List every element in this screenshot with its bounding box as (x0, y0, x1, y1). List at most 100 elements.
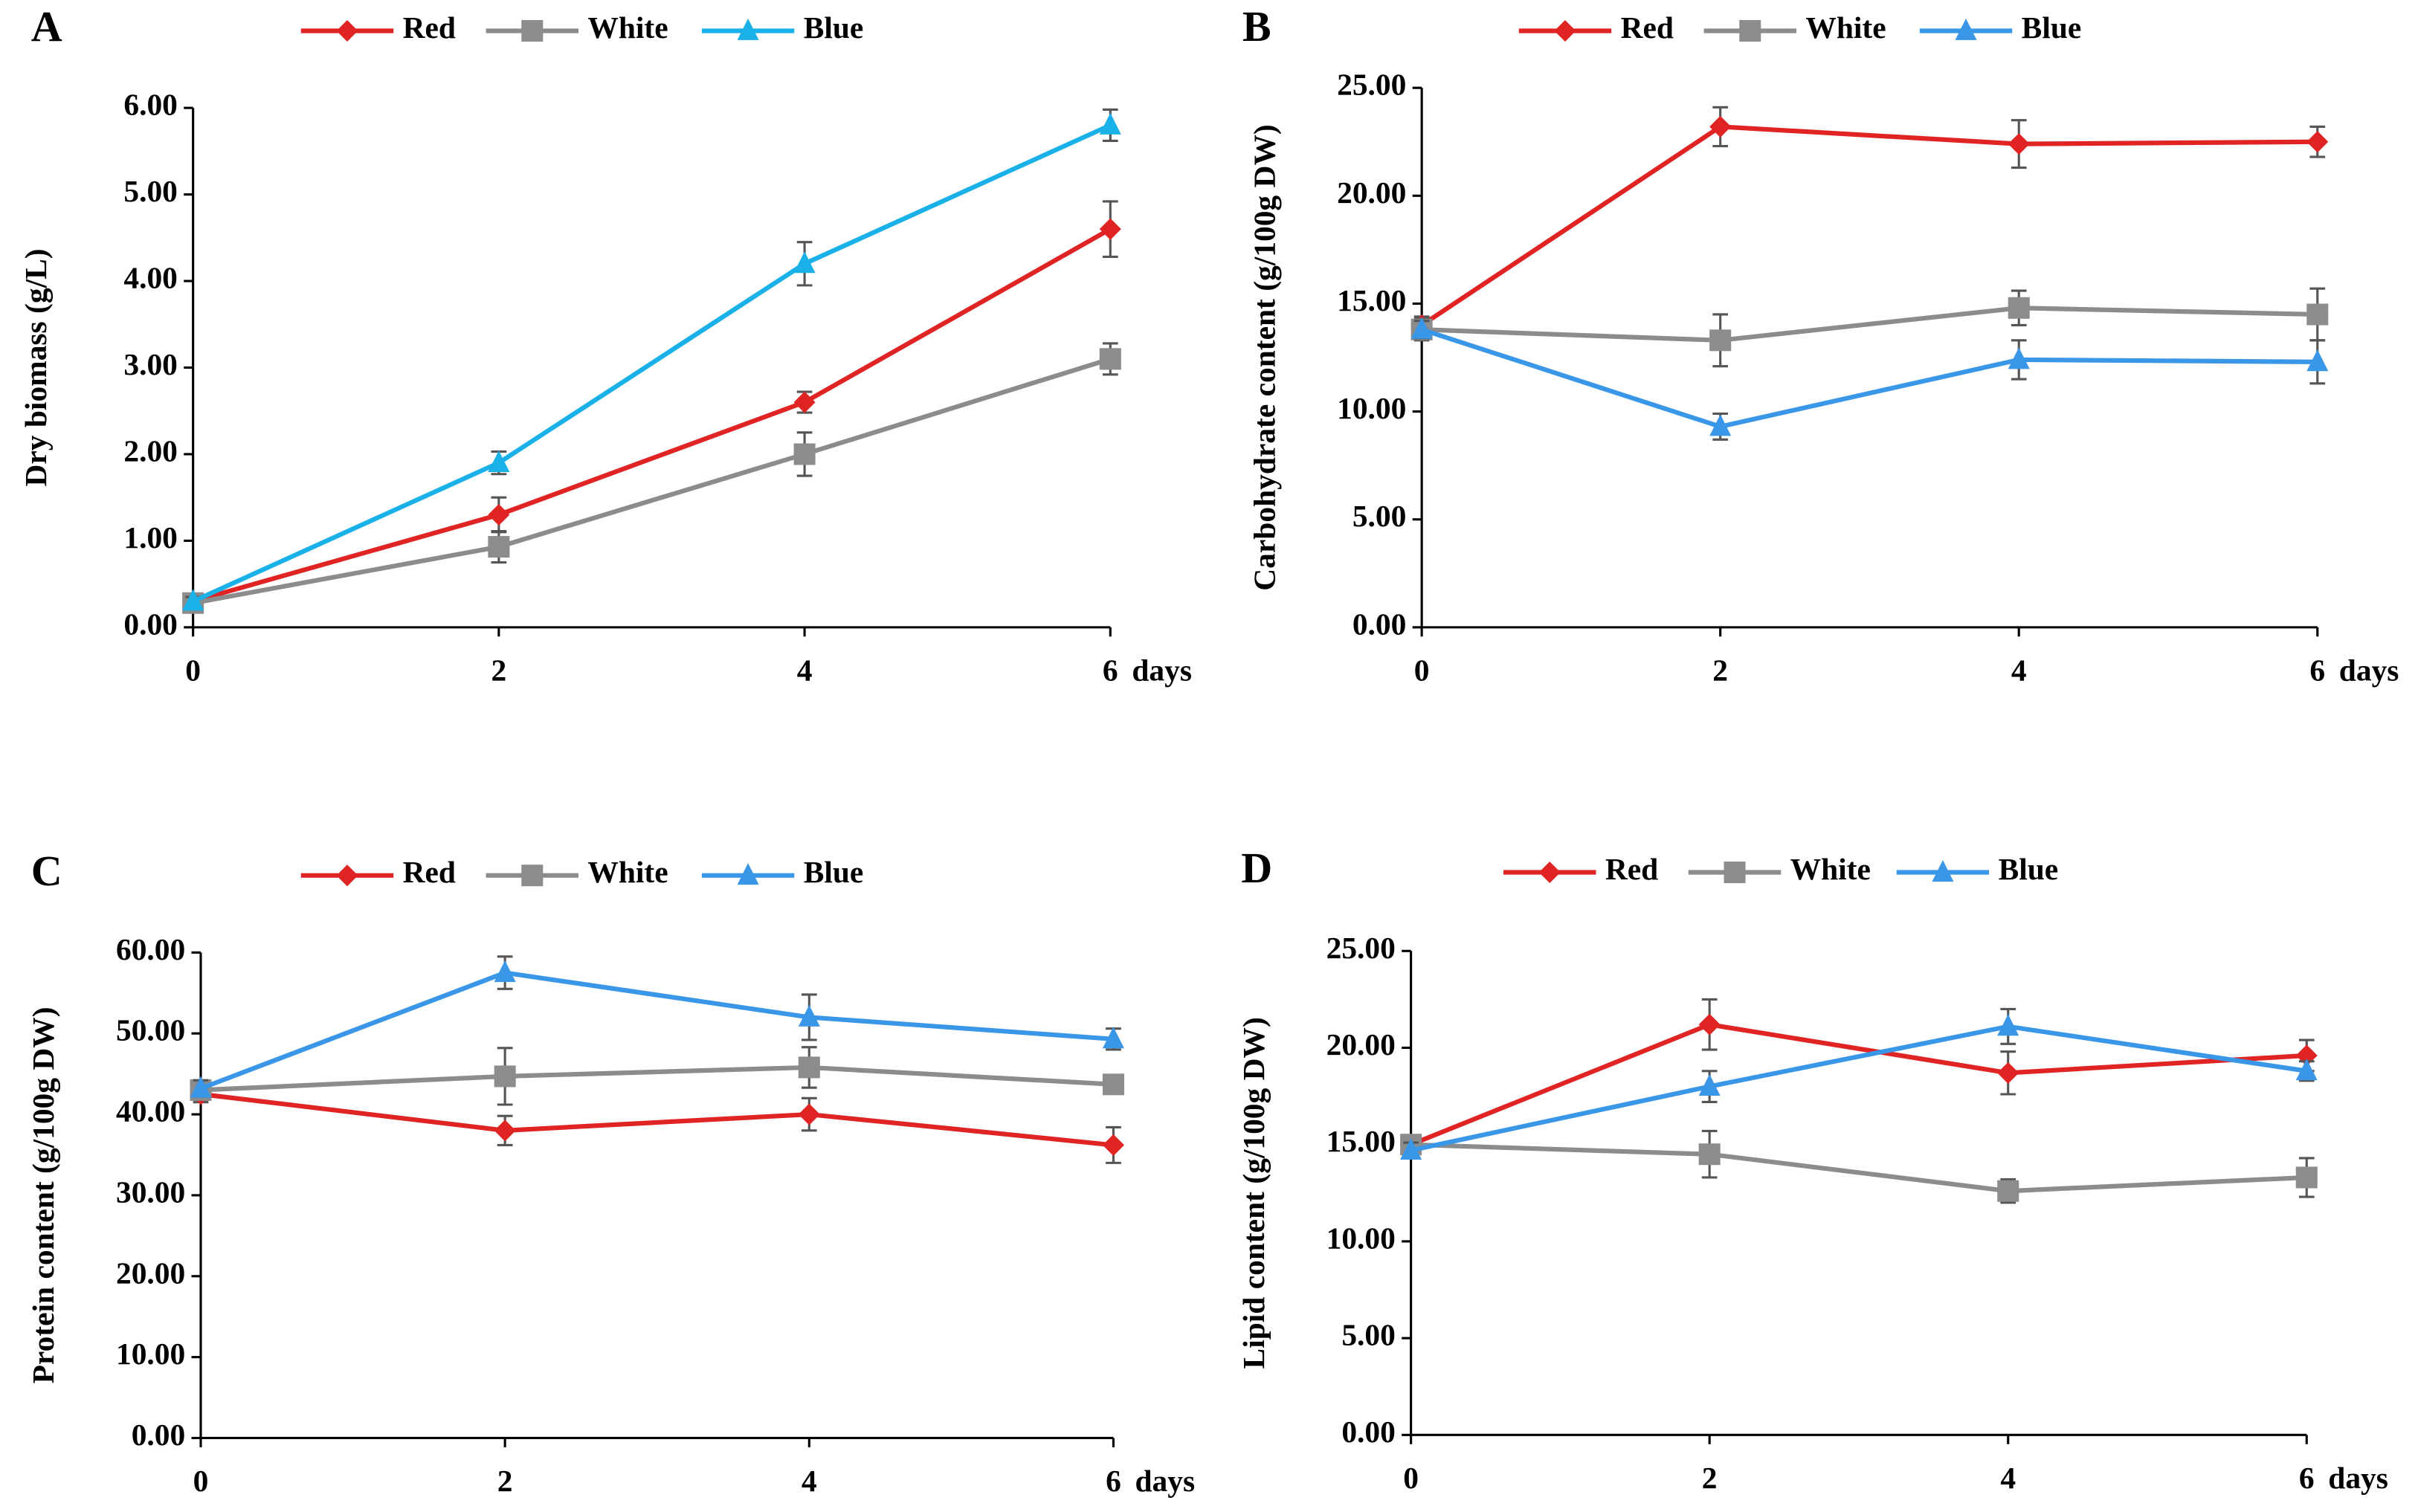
y-tick-label: 0.00 (1353, 607, 1407, 641)
y-tick-label: 15.00 (1337, 283, 1406, 317)
y-tick-label: 25.00 (1337, 68, 1406, 102)
marker (1709, 115, 1732, 138)
y-tick-label: 10.00 (1337, 391, 1406, 425)
legend-label: White (587, 855, 668, 889)
marker (1099, 112, 1121, 135)
marker (494, 1120, 516, 1142)
series-line (1410, 1142, 2307, 1194)
panel-letter: D (1241, 844, 1272, 892)
series-line (200, 1064, 1114, 1093)
legend-label: Blue (804, 10, 864, 45)
x-tick-label: 6 (1106, 1464, 1121, 1498)
marker (1709, 329, 1732, 352)
legend-label: White (1805, 10, 1886, 45)
marker (1400, 1137, 1422, 1160)
marker (793, 391, 816, 413)
series-line (192, 123, 1112, 604)
y-tick-label: 20.00 (1337, 175, 1406, 210)
series-line (1421, 327, 2318, 430)
marker (488, 503, 510, 526)
y-tick-label: 10.00 (116, 1337, 185, 1371)
y-axis-label: Carbohydrate content (g/100g DW) (1247, 124, 1282, 591)
x-tick-label: 2 (1712, 653, 1728, 688)
marker (2295, 1059, 2318, 1081)
x-tick-label: 0 (1414, 653, 1430, 688)
panel-letter: B (1242, 2, 1271, 51)
y-tick-label: 5.00 (1353, 499, 1407, 533)
x-axis-label: days (2328, 1461, 2388, 1495)
marker (1997, 1062, 2019, 1084)
legend-marker (336, 19, 358, 42)
x-tick-label: 4 (797, 653, 813, 688)
legend-marker (521, 865, 544, 887)
legend-marker (1932, 859, 1954, 882)
y-tick-label: 6.00 (123, 88, 178, 122)
marker (1099, 218, 1121, 240)
legend-marker (737, 863, 759, 885)
x-tick-label: 6 (2299, 1461, 2315, 1495)
y-tick-label: 20.00 (1326, 1027, 1396, 1062)
y-tick-label: 5.00 (1341, 1318, 1396, 1352)
x-axis-label: days (1132, 653, 1192, 688)
legend-marker (336, 865, 358, 887)
panel: B Red White Blue 0.00 5.00 10.00 15.00 20.00 25.0… (1242, 2, 2399, 688)
x-axis-label: days (1135, 1464, 1195, 1498)
x-tick-label: 0 (185, 653, 201, 688)
legend-label: Red (403, 10, 456, 45)
marker (182, 589, 204, 611)
marker (1997, 1014, 2019, 1036)
marker (793, 443, 816, 465)
marker (2295, 1166, 2318, 1189)
marker (793, 251, 816, 274)
panel: D Red White Blue 0.00 5.00 10.00 15.00 20.00 25.0… (1237, 844, 2388, 1495)
marker (1997, 1180, 2019, 1202)
marker (1410, 317, 1433, 339)
y-tick-label: 0.00 (123, 607, 178, 641)
y-tick-label: 40.00 (116, 1094, 185, 1128)
marker (798, 1103, 820, 1125)
x-tick-label: 2 (1702, 1461, 1718, 1495)
y-tick-label: 15.00 (1326, 1124, 1396, 1158)
marker (1099, 348, 1121, 370)
x-tick-label: 6 (2309, 653, 2325, 688)
legend-marker (1538, 862, 1561, 884)
marker (2008, 133, 2030, 155)
y-tick-label: 25.00 (1326, 931, 1396, 965)
x-tick-label: 2 (491, 653, 506, 688)
y-tick-label: 0.00 (132, 1418, 186, 1452)
legend-label: Blue (2022, 10, 2082, 45)
marker (1102, 1027, 1124, 1049)
panel: A Red White Blue 0.00 1.00 2.00 3.00 4.00 5.00 6.0… (19, 2, 1192, 688)
x-tick-label: 0 (1403, 1461, 1419, 1495)
series-line (1410, 1024, 2307, 1153)
panel-letter: C (31, 847, 62, 895)
y-tick-label: 3.00 (123, 347, 178, 381)
y-tick-label: 4.00 (123, 261, 178, 295)
marker (2306, 131, 2329, 153)
y-axis-label: Protein content (g/100g DW) (26, 1007, 61, 1383)
legend-label: White (1790, 852, 1871, 886)
legend-label: Red (1605, 852, 1658, 886)
y-tick-label: 0.00 (1341, 1415, 1396, 1449)
legend-label: Blue (804, 855, 864, 889)
y-tick-label: 30.00 (116, 1175, 185, 1209)
marker (2306, 349, 2329, 372)
x-tick-label: 4 (802, 1464, 817, 1498)
y-tick-label: 1.00 (123, 520, 178, 555)
x-tick-label: 6 (1103, 653, 1118, 688)
legend-label: Blue (1999, 852, 2059, 886)
y-tick-label: 2.00 (123, 433, 178, 468)
marker (494, 960, 516, 983)
series-line (199, 970, 1114, 1091)
series-line (1422, 306, 2318, 343)
x-axis-label: days (2339, 653, 2399, 688)
legend-marker (1554, 19, 1576, 42)
marker (488, 450, 510, 473)
series-line (200, 1091, 1114, 1148)
panel: C Red White Blue 0.00 10.00 20.00 30.00 40.00 50.… (26, 847, 1195, 1498)
marker (798, 1056, 820, 1079)
panel-letter: A (31, 2, 62, 51)
legend-marker (521, 19, 544, 42)
marker (1698, 1143, 1721, 1166)
